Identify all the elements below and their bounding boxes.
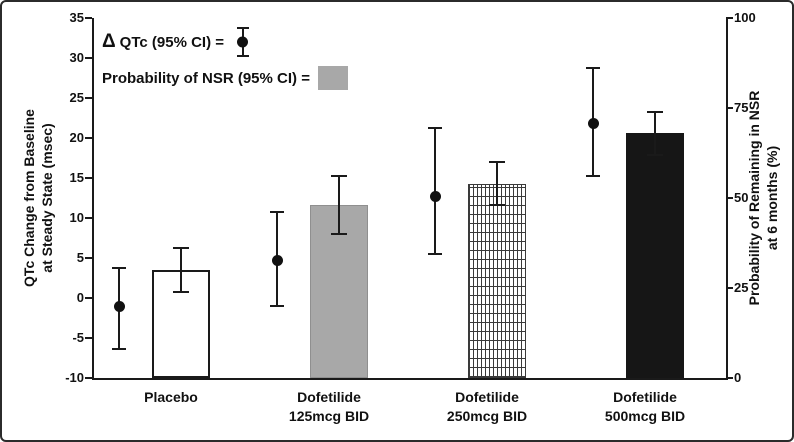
left-axis-tick-label: 10 xyxy=(69,210,84,225)
left-axis-tick-label: 35 xyxy=(69,10,84,25)
left-axis-tick xyxy=(85,217,92,219)
left-axis-tick xyxy=(85,297,92,299)
left-axis-title: QTc Change from Baseline at Steady State … xyxy=(20,109,55,287)
legend-qtc-label: QTc (95% CI) = xyxy=(119,34,229,51)
point-with-error-bar-icon xyxy=(236,26,250,58)
left-axis-tick xyxy=(85,57,92,59)
left-axis-tick xyxy=(85,17,92,19)
right-axis-tick-label: 75 xyxy=(734,100,749,115)
bar-dofetilide-250mcg-bid xyxy=(468,183,526,378)
right-axis-tick-label: 0 xyxy=(734,370,742,385)
left-axis-tick-label: 0 xyxy=(76,290,84,305)
bar-error-line-dofetilide-250mcg-bid xyxy=(496,162,498,206)
qtc-point-dofetilide-250mcg-bid xyxy=(429,190,441,202)
right-axis-tick-label: 25 xyxy=(734,280,749,295)
bar-error-cap-top-dofetilide-250mcg-bid xyxy=(489,161,505,163)
left-axis-tick xyxy=(85,177,92,179)
category-label-dofetilide-250mcg-bid: Dofetilide 250mcg BID xyxy=(446,389,528,424)
left-axis-tick-label: -5 xyxy=(72,330,84,345)
right-axis-tick xyxy=(726,17,733,19)
right-axis-title: Probability of Remaining in NSR at 6 mont… xyxy=(745,90,780,306)
qtc-error-cap-bottom-dofetilide-125mcg-bid xyxy=(270,305,284,307)
bar-error-cap-bottom-dofetilide-125mcg-bid xyxy=(331,233,347,235)
legend-item-qtc: Δ QTc (95% CI) = xyxy=(102,24,348,60)
plot-area xyxy=(92,18,728,380)
left-axis-tick-label: 30 xyxy=(69,50,84,65)
category-label-placebo: Placebo xyxy=(144,389,198,405)
right-axis-tick xyxy=(726,377,733,379)
bar-error-cap-top-dofetilide-125mcg-bid xyxy=(331,175,347,178)
bar-error-cap-bottom-dofetilide-500mcg-bid xyxy=(647,153,663,156)
left-axis-tick xyxy=(85,257,92,259)
qtc-error-cap-top-dofetilide-500mcg-bid xyxy=(586,66,600,69)
bar-error-line-placebo xyxy=(180,248,182,292)
qtc-error-cap-bottom-placebo xyxy=(112,348,126,351)
qtc-point-placebo xyxy=(113,300,125,312)
legend-item-nsr: Probability of NSR (95% CI) = xyxy=(102,60,348,96)
delta-symbol: Δ xyxy=(102,31,116,52)
bar-error-cap-bottom-placebo xyxy=(173,290,189,293)
left-axis-tick-label: 20 xyxy=(69,130,84,145)
qtc-error-cap-top-dofetilide-250mcg-bid xyxy=(428,127,442,130)
right-axis-tick xyxy=(726,107,733,109)
left-axis-tick-label: 15 xyxy=(69,170,84,185)
right-axis-tick-label: 50 xyxy=(734,190,749,205)
left-axis-tick-label: -10 xyxy=(65,370,84,385)
left-axis-tick-label: 25 xyxy=(69,90,84,105)
bar-error-cap-top-dofetilide-500mcg-bid xyxy=(647,110,663,113)
left-axis-tick xyxy=(85,337,92,339)
qtc-point-dofetilide-500mcg-bid xyxy=(587,118,599,130)
left-axis-tick-label: 5 xyxy=(76,250,84,265)
right-axis-tick xyxy=(726,197,733,199)
bar-error-cap-top-placebo xyxy=(173,247,189,250)
left-axis-tick xyxy=(85,377,92,379)
qtc-error-cap-top-placebo xyxy=(112,267,126,270)
category-label-dofetilide-125mcg-bid: Dofetilide 125mcg BID xyxy=(288,389,370,424)
bar-dofetilide-500mcg-bid xyxy=(626,133,684,378)
bar-error-line-dofetilide-125mcg-bid xyxy=(338,176,340,234)
left-axis-tick xyxy=(85,137,92,139)
gray-swatch-icon xyxy=(317,66,348,90)
legend-nsr-label: Probability of NSR (95% CI) = xyxy=(102,69,310,87)
left-axis-tick xyxy=(85,97,92,99)
bar-error-cap-bottom-dofetilide-250mcg-bid xyxy=(489,204,505,207)
qtc-error-cap-bottom-dofetilide-250mcg-bid xyxy=(428,253,442,255)
qtc-point-dofetilide-125mcg-bid xyxy=(271,254,283,266)
legend: Δ QTc (95% CI) = Probability of NSR (95% … xyxy=(102,24,348,96)
qtc-error-cap-bottom-dofetilide-500mcg-bid xyxy=(586,175,600,178)
right-axis-tick xyxy=(726,287,733,289)
qtc-error-cap-top-dofetilide-125mcg-bid xyxy=(270,210,284,213)
category-label-dofetilide-500mcg-bid: Dofetilide 500mcg BID xyxy=(604,389,686,424)
right-axis-tick-label: 100 xyxy=(734,10,756,25)
bar-error-line-dofetilide-500mcg-bid xyxy=(654,111,656,155)
